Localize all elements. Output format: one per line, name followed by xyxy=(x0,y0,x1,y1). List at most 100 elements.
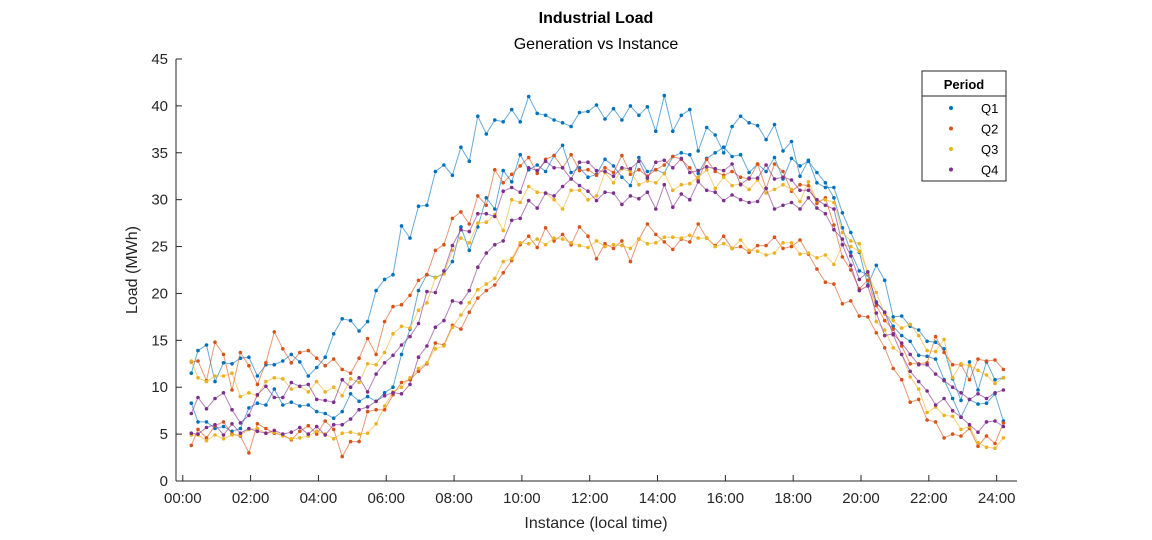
data-point xyxy=(493,214,497,219)
data-point xyxy=(696,180,700,184)
data-point xyxy=(484,220,489,224)
data-point xyxy=(594,194,599,198)
data-point xyxy=(984,445,989,450)
legend-label: Q1 xyxy=(981,101,998,116)
data-point xyxy=(467,159,472,163)
data-point xyxy=(696,175,700,179)
data-point xyxy=(984,373,989,377)
data-point xyxy=(247,413,251,418)
data-point xyxy=(874,290,879,295)
data-point xyxy=(467,248,472,253)
data-point xyxy=(399,324,404,329)
data-point xyxy=(552,153,556,158)
data-point xyxy=(357,399,361,404)
data-point xyxy=(577,168,582,173)
data-point xyxy=(738,175,743,179)
x-tick-label: 16:00 xyxy=(707,490,745,507)
data-point xyxy=(391,385,395,390)
data-point xyxy=(704,157,709,162)
data-point xyxy=(603,244,607,249)
data-point xyxy=(849,254,853,258)
data-point xyxy=(798,238,802,242)
data-point xyxy=(967,363,972,368)
data-point xyxy=(688,170,692,175)
data-point xyxy=(891,366,895,371)
data-point xyxy=(484,196,489,200)
data-point xyxy=(908,352,912,357)
data-point xyxy=(340,317,345,321)
x-tick-label: 22:00 xyxy=(910,490,948,507)
data-point xyxy=(221,424,226,429)
data-point xyxy=(594,239,599,243)
data-point xyxy=(247,391,251,395)
data-point xyxy=(967,422,972,427)
data-point xyxy=(255,401,260,406)
y-tick-label: 40 xyxy=(151,98,168,115)
data-point xyxy=(306,432,311,436)
data-point xyxy=(874,303,879,308)
data-point xyxy=(509,256,514,261)
data-point xyxy=(255,382,260,387)
data-point xyxy=(628,104,633,108)
data-point xyxy=(654,241,658,245)
data-point xyxy=(840,237,845,241)
data-point xyxy=(569,241,573,245)
data-point xyxy=(467,310,472,315)
data-point xyxy=(908,362,912,366)
data-point xyxy=(950,414,955,419)
data-point xyxy=(798,174,802,178)
data-point xyxy=(925,362,929,367)
data-point xyxy=(348,417,353,421)
data-point xyxy=(264,379,268,384)
data-point xyxy=(281,359,285,363)
data-point xyxy=(738,182,743,187)
data-point xyxy=(433,341,438,345)
data-point xyxy=(916,387,921,391)
data-point xyxy=(255,422,260,426)
data-point xyxy=(306,423,311,428)
data-point xyxy=(704,236,709,240)
data-point xyxy=(408,326,412,330)
data-point xyxy=(323,363,328,368)
data-point xyxy=(189,431,194,436)
data-point xyxy=(950,385,955,390)
data-point xyxy=(357,380,361,385)
data-point xyxy=(764,186,768,191)
data-point xyxy=(535,111,539,116)
data-point xyxy=(357,439,361,444)
data-point xyxy=(331,400,336,405)
series-q4-7 xyxy=(189,177,1006,437)
data-point xyxy=(476,265,480,270)
data-point xyxy=(357,329,361,333)
data-point xyxy=(501,259,506,264)
chart-title: Industrial Load xyxy=(539,10,654,27)
data-point xyxy=(959,415,963,420)
data-point xyxy=(882,346,887,350)
data-point xyxy=(738,114,743,118)
data-point xyxy=(476,194,480,198)
data-point xyxy=(323,411,328,416)
data-point xyxy=(620,153,624,158)
data-point xyxy=(679,182,684,187)
data-point xyxy=(577,160,582,164)
data-point xyxy=(764,253,768,257)
data-point xyxy=(967,377,972,382)
data-point xyxy=(577,188,582,193)
data-point xyxy=(433,248,438,253)
data-point xyxy=(450,299,455,303)
data-point xyxy=(264,426,268,431)
data-point xyxy=(933,420,938,424)
data-point xyxy=(543,242,548,247)
data-point xyxy=(882,310,887,315)
data-point xyxy=(501,271,506,275)
data-point xyxy=(348,371,353,376)
data-point xyxy=(213,340,217,345)
data-point xyxy=(603,190,607,194)
data-point xyxy=(484,288,489,293)
data-point xyxy=(298,436,302,440)
data-point xyxy=(196,427,200,432)
data-point xyxy=(289,430,294,435)
data-point xyxy=(577,243,582,248)
data-point xyxy=(976,388,980,392)
data-point xyxy=(543,169,548,174)
